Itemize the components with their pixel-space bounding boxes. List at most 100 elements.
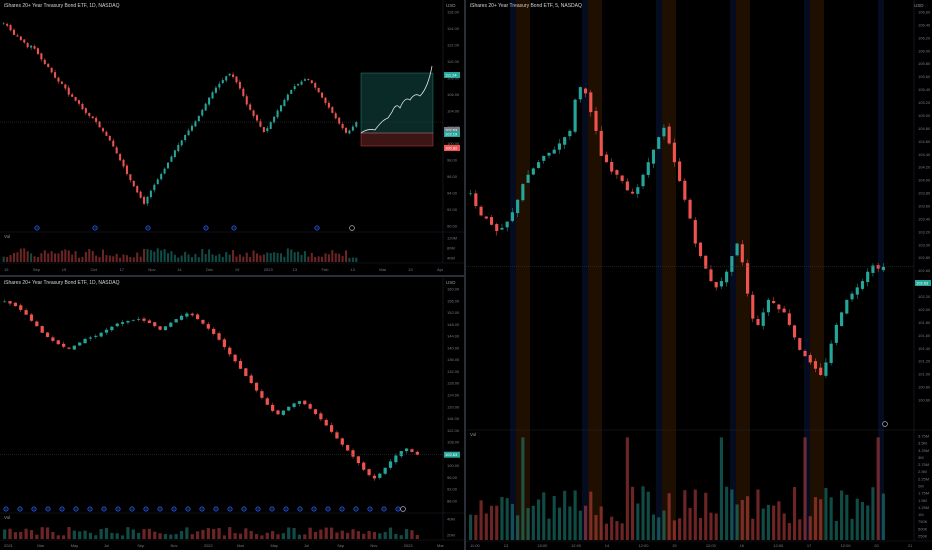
candle-body: [286, 94, 289, 101]
dividend-event-icon[interactable]: [255, 506, 261, 512]
symbol-title[interactable]: iShares 20+ Year Treasury Bond ETF, 1D, …: [4, 3, 120, 9]
candle-body: [218, 83, 221, 88]
dividend-event-icon[interactable]: [339, 506, 345, 512]
chart-pane-bottom-left[interactable]: iShares 20+ Year Treasury Bond ETF, 1D, …: [0, 277, 464, 550]
dividend-event-icon[interactable]: [101, 506, 107, 512]
volume-bar: [273, 252, 276, 262]
dividend-event-icon[interactable]: [145, 225, 151, 231]
candlestick-chart[interactable]: 116.00114.00112.00110.00108.00106.00104.…: [0, 0, 464, 275]
pane-divider-vertical[interactable]: [464, 0, 466, 550]
volume-bar: [91, 250, 94, 262]
volume-bar: [217, 528, 221, 539]
symbol-title[interactable]: iShares 20+ Year Treasury Bond ETF, 1D, …: [4, 280, 120, 286]
dividend-event-icon[interactable]: [3, 506, 9, 512]
dividend-event-icon[interactable]: [269, 506, 275, 512]
volume-bar: [195, 531, 200, 539]
symbol-title[interactable]: iShares 20+ Year Treasury Bond ETF, 5, N…: [470, 3, 582, 9]
dividend-event-icon[interactable]: [395, 506, 401, 512]
volume-bar: [238, 254, 241, 262]
dividend-event-icon[interactable]: [203, 225, 209, 231]
volume-bar: [137, 532, 141, 539]
volume-bar: [787, 523, 791, 540]
volume-bar: [604, 523, 609, 540]
volume-bar: [84, 252, 87, 262]
candle-body: [221, 80, 224, 84]
candle-body: [156, 179, 159, 185]
dividend-event-icon[interactable]: [157, 506, 163, 512]
volume-bar: [829, 497, 833, 540]
dividend-event-icon[interactable]: [87, 506, 93, 512]
candle-body: [730, 256, 734, 272]
dividend-event-icon[interactable]: [115, 506, 121, 512]
volume-bar: [725, 486, 729, 540]
volume-bar: [122, 254, 125, 262]
candle-body: [99, 332, 103, 337]
volume-axis-tick: 750K: [918, 519, 928, 524]
dividend-event-icon[interactable]: [199, 506, 205, 512]
dividend-event-icon[interactable]: [325, 506, 331, 512]
volume-bar: [94, 535, 98, 539]
candle-body: [225, 76, 228, 81]
volume-bar: [136, 252, 139, 262]
dividend-event-icon[interactable]: [314, 225, 320, 231]
price-axis-tick: 101.00: [918, 372, 931, 377]
volume-bar: [610, 516, 614, 540]
price-tag: [444, 72, 460, 78]
candle-body: [526, 174, 530, 183]
time-axis-tick: 13: [504, 543, 509, 548]
candle-body: [340, 438, 344, 445]
dividend-event-icon[interactable]: [381, 506, 387, 512]
dividend-event-icon[interactable]: [297, 506, 303, 512]
candle-body: [317, 87, 320, 93]
volume-bar: [620, 523, 624, 540]
dividend-event-icon[interactable]: [213, 506, 219, 512]
volume-bar: [169, 534, 173, 539]
dividend-event-icon[interactable]: [45, 506, 51, 512]
dividend-event-icon[interactable]: [143, 506, 149, 512]
dividend-event-icon[interactable]: [231, 225, 237, 231]
dividend-event-icon[interactable]: [59, 506, 65, 512]
dividend-event-icon[interactable]: [185, 506, 191, 512]
earnings-marker-icon[interactable]: [882, 421, 888, 427]
candle-body: [163, 168, 166, 174]
pane-divider-horizontal[interactable]: [0, 275, 464, 277]
candle-body: [273, 116, 276, 123]
dividend-event-icon[interactable]: [367, 506, 373, 512]
volume-bar: [120, 535, 125, 539]
volume-bar: [242, 256, 245, 262]
chart-pane-right[interactable]: iShares 20+ Year Treasury Bond ETF, 5, N…: [466, 0, 932, 550]
dividend-event-icon[interactable]: [31, 506, 37, 512]
candle-body: [740, 244, 744, 263]
volume-bar: [876, 437, 880, 540]
dividend-event-icon[interactable]: [129, 506, 135, 512]
dividend-event-icon[interactable]: [92, 225, 98, 231]
dividend-event-icon[interactable]: [227, 506, 233, 512]
session-band: [656, 0, 662, 540]
dividend-event-icon[interactable]: [241, 506, 247, 512]
volume-bar: [112, 256, 115, 262]
candlestick-chart[interactable]: 160.00 156.00 152.00 148.00 144.00 140.00 136.…: [0, 277, 464, 550]
dividend-event-icon[interactable]: [283, 506, 289, 512]
volume-bar: [410, 530, 414, 539]
dividend-event-icon[interactable]: [311, 506, 317, 512]
candle-body: [35, 321, 39, 327]
dividend-event-icon[interactable]: [17, 506, 23, 512]
earnings-marker-icon[interactable]: [400, 506, 406, 512]
dividend-event-icon[interactable]: [34, 225, 40, 231]
volume-bar: [383, 531, 387, 539]
price-axis-tick: 96.00: [447, 475, 458, 480]
time-axis-tick: Mar: [37, 543, 45, 548]
dividend-event-icon[interactable]: [73, 506, 79, 512]
dividend-event-icon[interactable]: [353, 506, 359, 512]
chart-pane-top-left[interactable]: iShares 20+ Year Treasury Bond ETF, 1D, …: [0, 0, 464, 275]
volume-bar: [74, 251, 77, 262]
candle-body: [808, 355, 812, 363]
candlestick-chart[interactable]: 106.60 106.40 106.20 106.00 105.80 105.60 105.…: [466, 0, 932, 550]
time-axis-tick: 13: [350, 267, 355, 272]
price-tag: [444, 131, 460, 137]
candle-body: [232, 74, 235, 77]
earnings-marker-icon[interactable]: [349, 225, 355, 231]
volume-bar: [557, 507, 562, 540]
candle-body: [399, 451, 403, 457]
dividend-event-icon[interactable]: [171, 506, 177, 512]
